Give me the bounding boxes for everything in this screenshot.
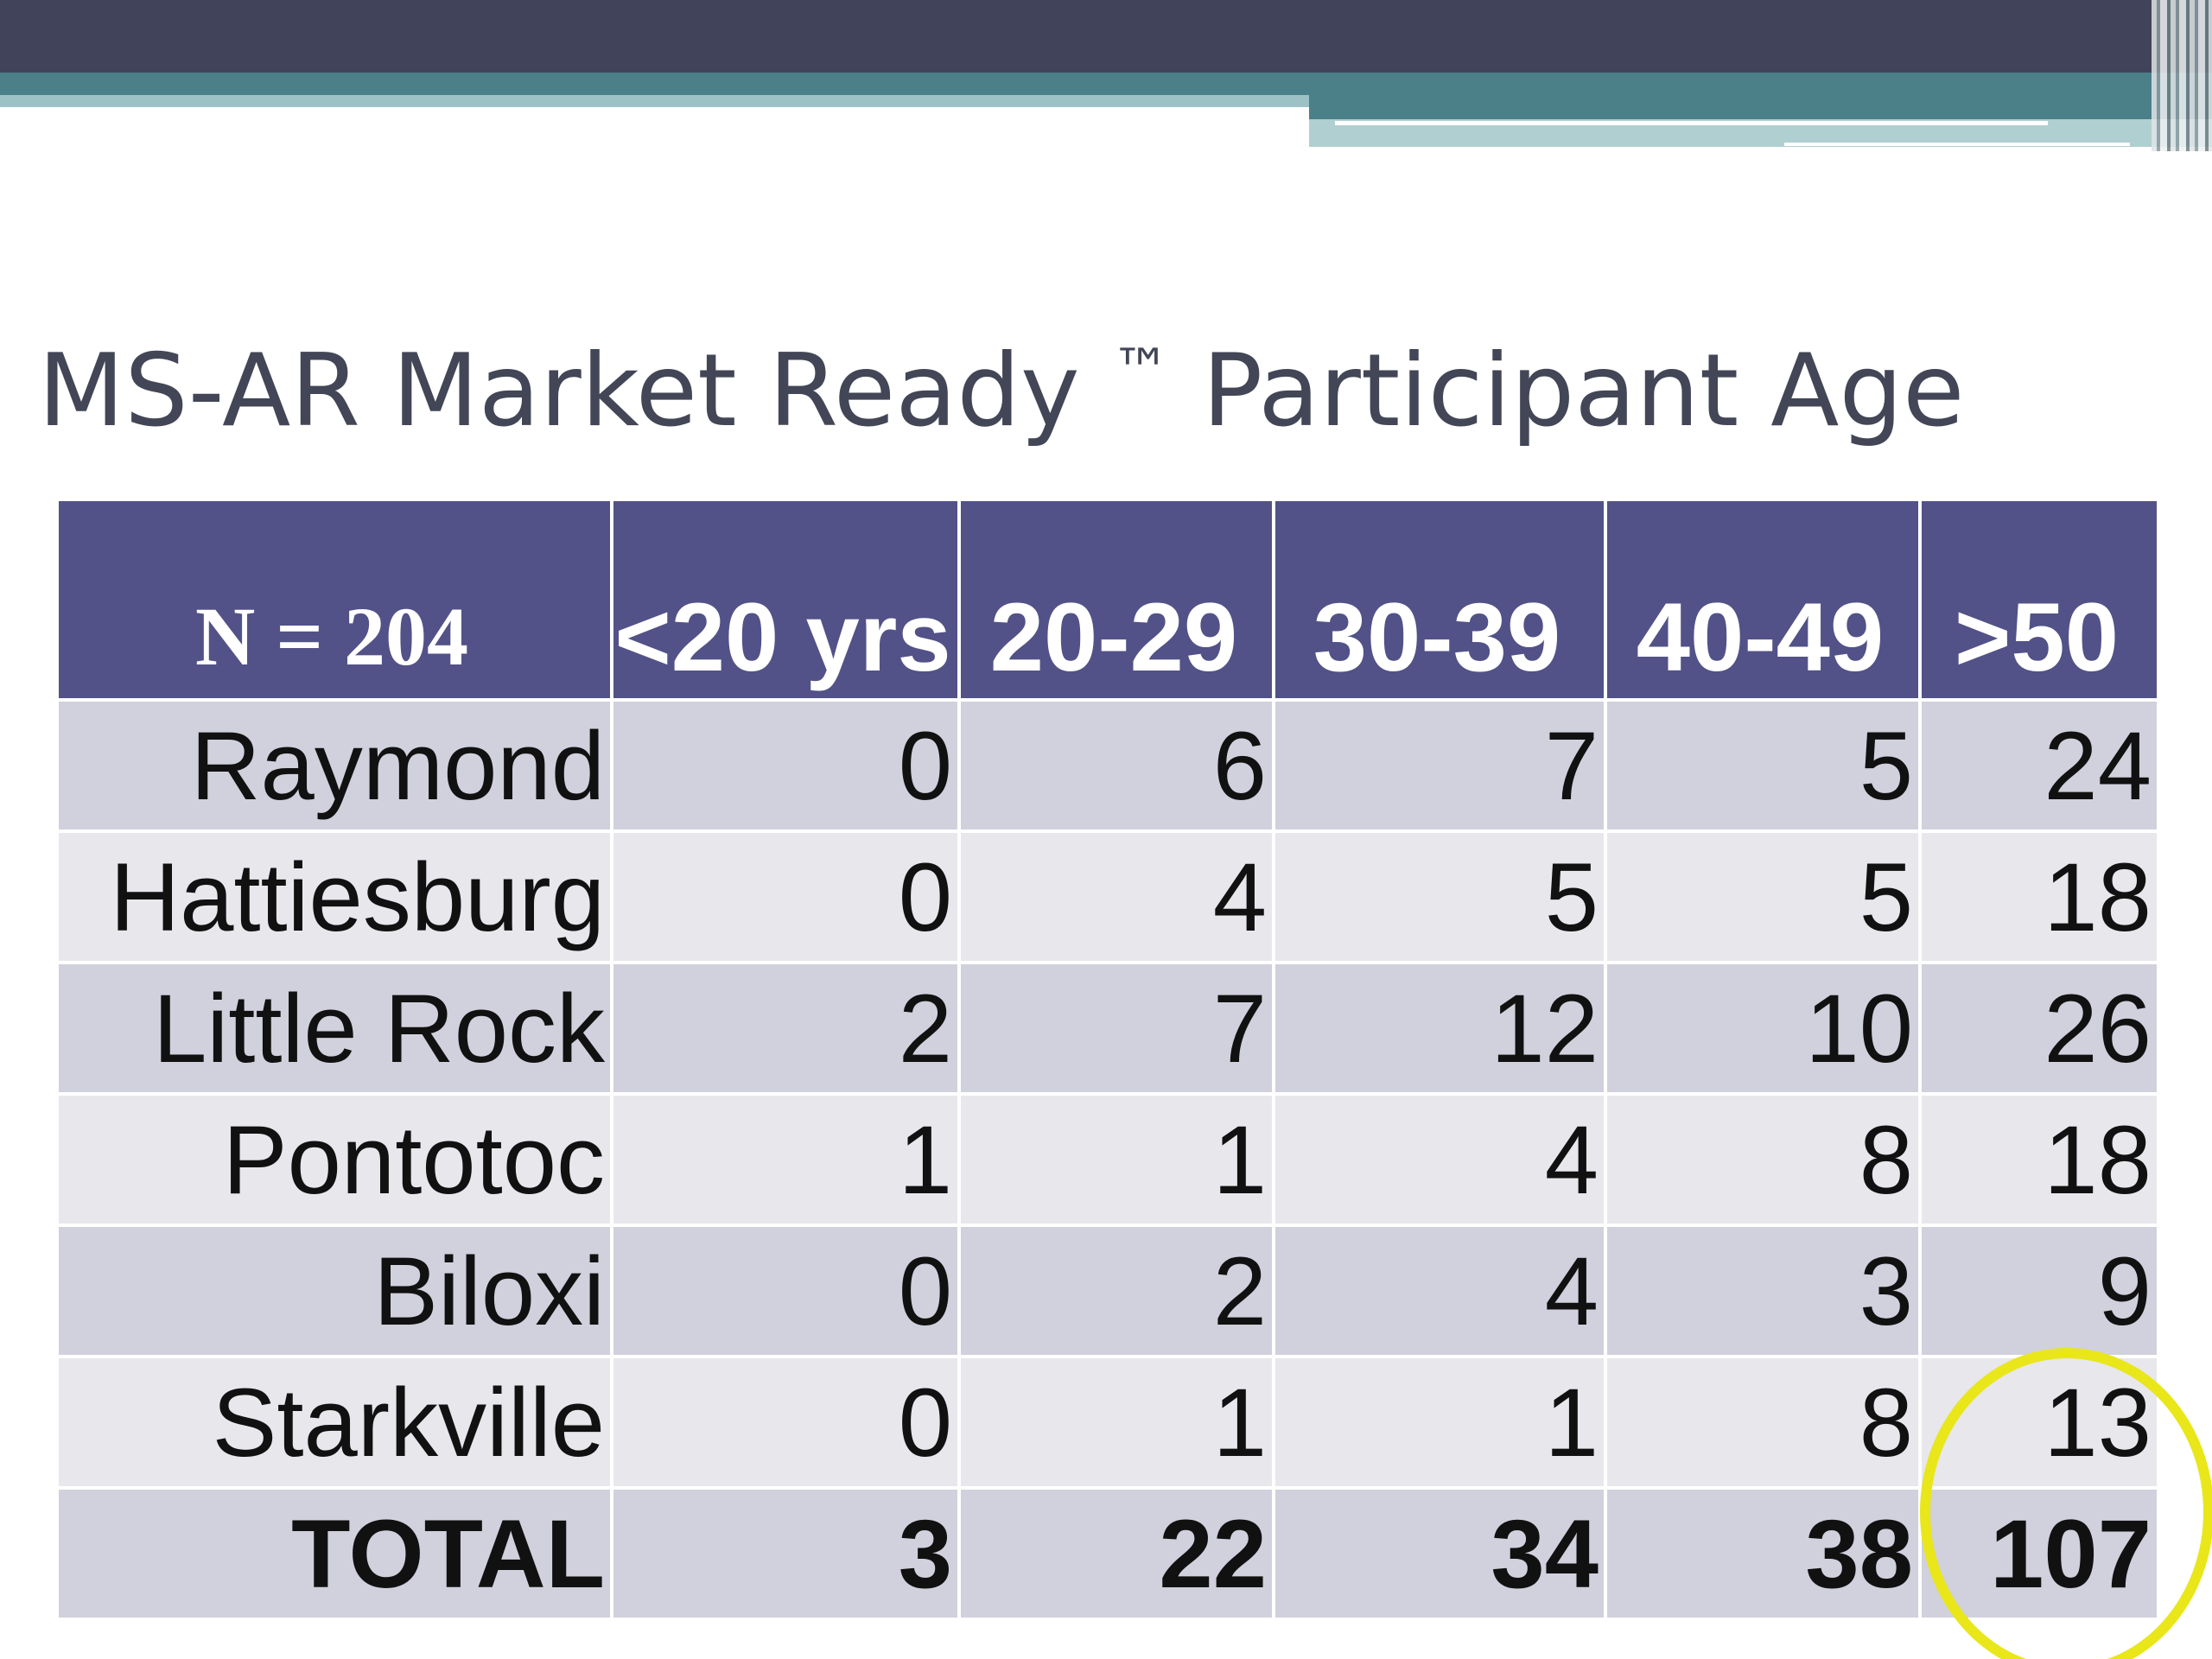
row-label: Raymond [55, 698, 613, 833]
table-cell: 5 [1604, 830, 1922, 964]
column-header: >50 [1918, 498, 2160, 702]
table-row: Biloxi 0 2 4 3 9 [55, 1224, 2160, 1358]
total-row: TOTAL 3 22 34 38 107 [55, 1486, 2160, 1621]
table-cell: 4 [1272, 1224, 1607, 1358]
table-row: Little Rock 2 7 12 10 26 [55, 961, 2160, 1096]
column-header: 40-49 [1604, 498, 1922, 702]
table-cell: 6 [957, 698, 1275, 833]
table-row: Hattiesburg 0 4 5 5 18 [55, 830, 2160, 964]
table-cell: 4 [1272, 1092, 1607, 1227]
table-row: Raymond 0 6 7 5 24 [55, 698, 2160, 833]
total-label: TOTAL [55, 1486, 613, 1621]
table-cell: 18 [1918, 830, 2160, 964]
row-label: Pontotoc [55, 1092, 613, 1227]
table-cell: 1 [957, 1355, 1275, 1490]
header-bar-dark [0, 0, 2212, 73]
table-cell: 18 [1918, 1092, 2160, 1227]
table-cell: 0 [610, 1355, 961, 1490]
total-cell: 38 [1604, 1486, 1922, 1621]
table-cell: 5 [1604, 698, 1922, 833]
table-row: Starkville 0 1 1 8 13 [55, 1355, 2160, 1490]
table-cell: 7 [1272, 698, 1607, 833]
total-cell: 22 [957, 1486, 1275, 1621]
slide-title: MS-AR Market Ready ™ Participant Age [38, 341, 1965, 442]
table-cell: 24 [1918, 698, 2160, 833]
table-cell: 2 [610, 961, 961, 1096]
table-cell: 4 [957, 830, 1275, 964]
table-cell: 8 [1604, 1092, 1922, 1227]
total-cell: 34 [1272, 1486, 1607, 1621]
header-accent-line-2 [1784, 143, 2130, 146]
header-edge-decoration [2152, 0, 2212, 151]
table-cell: 2 [957, 1224, 1275, 1358]
column-header: <20 yrs [610, 498, 961, 702]
table-cell: 1 [957, 1092, 1275, 1227]
table-cell: 1 [1272, 1355, 1607, 1490]
row-label: Biloxi [55, 1224, 613, 1358]
table-cell: 1 [610, 1092, 961, 1227]
table-cell: 0 [610, 698, 961, 833]
header-bar-teal-right [1309, 95, 2212, 119]
column-header: 30-39 [1272, 498, 1607, 702]
header-accent-line [1335, 121, 2048, 125]
table-cell: 0 [610, 1224, 961, 1358]
row-label: Hattiesburg [55, 830, 613, 964]
header-bar-light [0, 95, 1309, 107]
header-bar-teal [0, 73, 2212, 95]
table-cell: 10 [1604, 961, 1922, 1096]
row-label: Starkville [55, 1355, 613, 1490]
table-row: Pontotoc 1 1 4 8 18 [55, 1092, 2160, 1227]
table-cell: 26 [1918, 961, 2160, 1096]
table-header-row: N = 204 <20 yrs 20-29 30-39 40-49 >50 [55, 498, 2160, 702]
title-main: MS-AR Market Ready [38, 333, 1112, 449]
total-cell: 107 [1918, 1486, 2160, 1621]
table-cell: 7 [957, 961, 1275, 1096]
column-header: 20-29 [957, 498, 1275, 702]
table-cell: 9 [1918, 1224, 2160, 1358]
total-cell: 3 [610, 1486, 961, 1621]
table-cell: 8 [1604, 1355, 1922, 1490]
row-label: Little Rock [55, 961, 613, 1096]
sample-size-header: N = 204 [55, 498, 613, 702]
table-cell: 13 [1918, 1355, 2160, 1490]
participant-age-table: N = 204 <20 yrs 20-29 30-39 40-49 >50 Ra… [55, 498, 2160, 1621]
table-cell: 12 [1272, 961, 1607, 1096]
table-cell: 5 [1272, 830, 1607, 964]
title-rest: Participant Age [1170, 333, 1965, 449]
table-cell: 3 [1604, 1224, 1922, 1358]
table-cell: 0 [610, 830, 961, 964]
trademark-symbol: ™ [1111, 337, 1171, 405]
